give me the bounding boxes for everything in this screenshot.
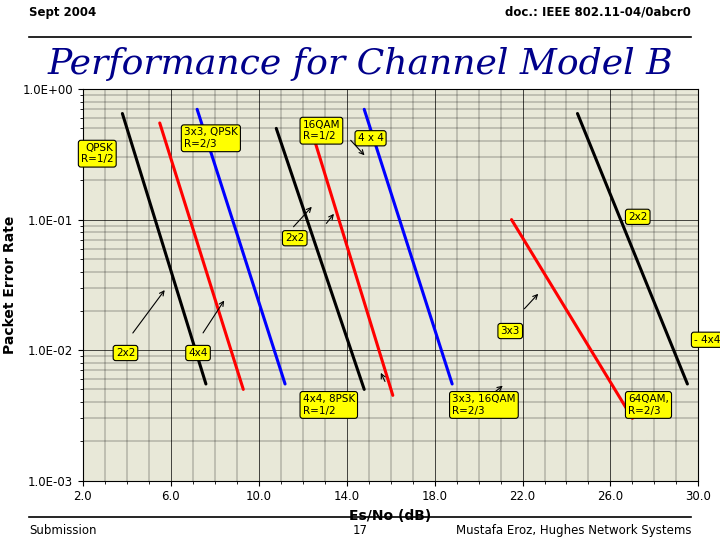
Text: Mustafa Eroz, Hughes Network Systems: Mustafa Eroz, Hughes Network Systems xyxy=(456,524,691,537)
Text: 17: 17 xyxy=(353,524,367,537)
Text: 3x3, QPSK
R=2/3: 3x3, QPSK R=2/3 xyxy=(184,127,238,149)
Text: 3x3: 3x3 xyxy=(500,326,520,336)
Text: Submission: Submission xyxy=(29,524,96,537)
Text: Sept 2004: Sept 2004 xyxy=(29,5,96,19)
Text: 3x3, 16QAM
R=2/3: 3x3, 16QAM R=2/3 xyxy=(452,394,516,416)
Text: - 4x4: - 4x4 xyxy=(694,335,720,345)
Text: 2x2: 2x2 xyxy=(628,212,647,222)
Text: doc.: IEEE 802.11-04/0abcr0: doc.: IEEE 802.11-04/0abcr0 xyxy=(505,5,691,19)
Text: 64QAM,
R=2/3: 64QAM, R=2/3 xyxy=(628,394,669,416)
Text: 2x2: 2x2 xyxy=(116,348,135,358)
Text: 16QAM
R=1/2: 16QAM R=1/2 xyxy=(302,120,340,141)
Text: 2x2: 2x2 xyxy=(285,233,305,243)
X-axis label: Es/No (dB): Es/No (dB) xyxy=(349,509,432,523)
Text: 4x4, 8PSK
R=1/2: 4x4, 8PSK R=1/2 xyxy=(302,394,355,416)
Text: QPSK
R=1/2: QPSK R=1/2 xyxy=(81,143,114,165)
Text: 4 x 4: 4 x 4 xyxy=(358,133,384,143)
Text: Performance for Channel Model B: Performance for Channel Model B xyxy=(48,48,672,81)
Y-axis label: Packet Error Rate: Packet Error Rate xyxy=(3,215,17,354)
Text: 4x4: 4x4 xyxy=(189,348,207,358)
